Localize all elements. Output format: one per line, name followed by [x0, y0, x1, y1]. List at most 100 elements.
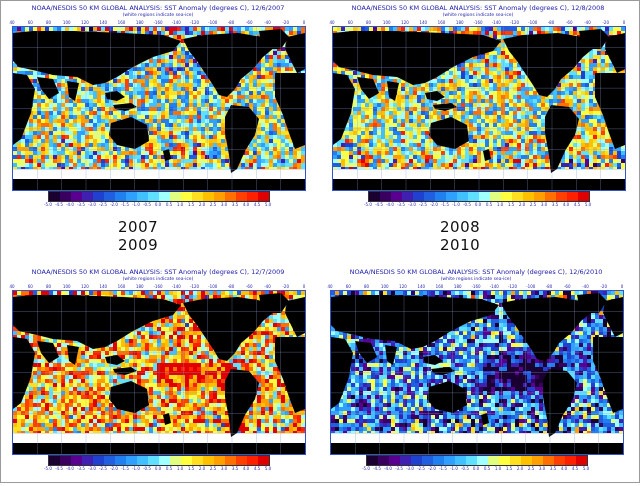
colorbar-tick-label: -5.0 [362, 466, 370, 471]
colorbar-swatch [446, 192, 457, 201]
colorbar-swatch [411, 456, 422, 465]
longitude-label: -60 [246, 20, 253, 25]
colorbar-tick-label: 3.0 [221, 202, 227, 207]
colorbar-swatch [225, 192, 236, 201]
year-label-2009: 2009 [118, 236, 158, 254]
longitude-label: 80 [46, 20, 51, 25]
colorbar-swatch [488, 456, 499, 465]
colorbar-ticks: -5.0-4.5-4.0-3.5-3.0-2.5-2.0-1.5-1.0-0.5… [366, 466, 586, 473]
longitude-label: 160 [118, 20, 126, 25]
longitude-label: 100 [383, 20, 391, 25]
longitude-label: 40 [327, 284, 332, 289]
colorbar-swatch [424, 192, 435, 201]
colorbar-tick-label: 1.5 [188, 466, 194, 471]
colorbar-swatch [104, 192, 115, 201]
sst-anomaly-map [12, 26, 306, 191]
longitude-label: -20 [282, 284, 289, 289]
colorbar [366, 455, 588, 466]
colorbar-tick-label: 2.0 [199, 466, 205, 471]
longitude-label: -40 [264, 284, 271, 289]
longitude-label: 140 [417, 284, 425, 289]
longitude-label: 180 [454, 284, 462, 289]
colorbar-swatch [490, 192, 501, 201]
colorbar-tick-label: -4.5 [375, 202, 383, 207]
colorbar-swatch [181, 192, 192, 201]
colorbar-tick-label: 0.0 [155, 466, 161, 471]
colorbar-tick-label: 0.5 [166, 466, 172, 471]
colorbar-swatch [192, 192, 203, 201]
colorbar-tick-label: -4.0 [66, 202, 74, 207]
colorbar-ticks: -5.0-4.5-4.0-3.5-3.0-2.5-2.0-1.5-1.0-0.5… [368, 202, 588, 209]
colorbar-swatch [477, 456, 488, 465]
year-label-2007: 2007 [118, 218, 158, 236]
colorbar-tick-label: -4.5 [55, 202, 63, 207]
colorbar-tick-label: 1.0 [495, 466, 501, 471]
colorbar-tick-label: 1.0 [497, 202, 503, 207]
colorbar-swatch [457, 192, 468, 201]
longitude-label: -40 [584, 20, 591, 25]
colorbar-swatch [565, 456, 576, 465]
colorbar-tick-label: -1.5 [121, 466, 129, 471]
longitude-label: -120 [190, 20, 199, 25]
longitude-label: -40 [264, 20, 271, 25]
colorbar-tick-label: 3.0 [221, 466, 227, 471]
colorbar-tick-label: -2.0 [110, 202, 118, 207]
colorbar-tick-label: -3.0 [406, 466, 414, 471]
colorbar-swatch [433, 456, 444, 465]
colorbar-tick-label: -0.5 [143, 466, 151, 471]
sst-map-svg [333, 27, 625, 190]
longitude-label: 160 [436, 284, 444, 289]
colorbar-tick-label: 1.0 [177, 202, 183, 207]
colorbar-ticks: -5.0-4.5-4.0-3.5-3.0-2.5-2.0-1.5-1.0-0.5… [48, 466, 268, 473]
colorbar-swatch [115, 192, 126, 201]
sst-map-panel-2009: NOAA/NESDIS 50 KM GLOBAL ANALYSIS: SST A… [8, 268, 308, 486]
colorbar-swatch [466, 456, 477, 465]
panel-title: NOAA/NESDIS 50 KM GLOBAL ANALYSIS: SST A… [8, 268, 308, 276]
colorbar [48, 455, 270, 466]
longitude-label: 0 [621, 284, 624, 289]
colorbar-tick-label: -3.5 [397, 202, 405, 207]
colorbar-tick-label: -3.5 [77, 466, 85, 471]
longitude-label: 180 [136, 284, 144, 289]
colorbar-swatch [60, 192, 71, 201]
colorbar-tick-label: 5.0 [265, 466, 271, 471]
colorbar-swatch [521, 456, 532, 465]
longitude-label: 100 [381, 284, 389, 289]
colorbar-swatch [82, 192, 93, 201]
colorbar-swatch [512, 192, 523, 201]
colorbar-swatch [378, 456, 389, 465]
colorbar-swatch [510, 456, 521, 465]
colorbar-swatch [148, 456, 159, 465]
longitude-label: -100 [208, 20, 217, 25]
longitude-label: 60 [28, 284, 33, 289]
longitude-label: 160 [118, 284, 126, 289]
longitude-label: 120 [399, 284, 407, 289]
colorbar [48, 191, 270, 202]
colorbar-swatch [444, 456, 455, 465]
longitude-label: 40 [329, 20, 334, 25]
longitude-label: 160 [438, 20, 446, 25]
longitude-label: 120 [81, 284, 89, 289]
colorbar-swatch [258, 456, 269, 465]
colorbar-swatch [126, 192, 137, 201]
colorbar-swatch [369, 192, 380, 201]
colorbar-tick-label: -2.0 [110, 466, 118, 471]
colorbar-tick-label: 1.0 [177, 466, 183, 471]
colorbar-swatch [247, 456, 258, 465]
colorbar-swatch [479, 192, 490, 201]
colorbar-tick-label: 2.5 [528, 466, 534, 471]
colorbar-tick-label: 4.5 [574, 202, 580, 207]
sst-map-svg [13, 27, 305, 190]
longitude-label: -140 [172, 20, 181, 25]
longitude-label: 60 [348, 20, 353, 25]
colorbar-swatch [137, 456, 148, 465]
colorbar-tick-label: 2.5 [210, 466, 216, 471]
sst-map-svg [331, 291, 623, 454]
longitude-label: -80 [546, 284, 553, 289]
colorbar-tick-label: 4.5 [254, 202, 260, 207]
colorbar-swatch [367, 456, 378, 465]
panel-subtitle: (white regions indicate sea-ice) [8, 13, 308, 18]
colorbar-tick-label: 0.5 [486, 202, 492, 207]
sst-anomaly-map [332, 26, 626, 191]
colorbar-swatch [214, 192, 225, 201]
